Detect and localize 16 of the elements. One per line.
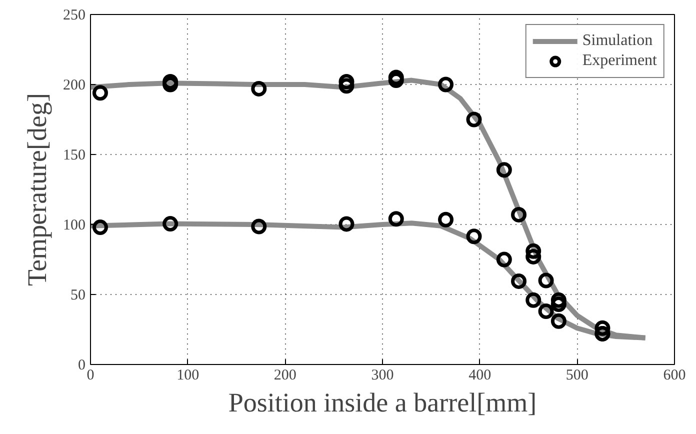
y-tick-label: 150 xyxy=(63,148,86,164)
legend-label: Experiment xyxy=(582,52,657,70)
y-axis-title: Temperature[deg] xyxy=(22,92,52,286)
x-axis-title: Position inside a barrel[mm] xyxy=(228,388,537,418)
y-tick-label: 100 xyxy=(63,218,86,234)
x-tick-label: 100 xyxy=(176,368,200,384)
x-tick-label: 400 xyxy=(468,368,492,384)
x-tick-label: 200 xyxy=(274,368,296,384)
y-tick-label: 250 xyxy=(63,8,86,24)
x-tick-label: 300 xyxy=(371,368,394,384)
y-tick-label: 200 xyxy=(63,78,86,94)
y-tick-label: 0 xyxy=(78,358,86,374)
legend-label: Simulation xyxy=(582,32,653,50)
x-tick-label: 500 xyxy=(566,368,588,384)
x-tick-label: 600 xyxy=(663,368,686,384)
y-tick-label: 50 xyxy=(70,288,86,304)
